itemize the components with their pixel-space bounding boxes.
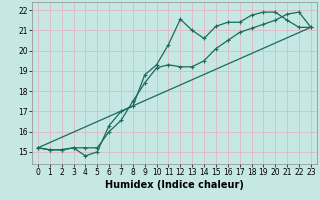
X-axis label: Humidex (Indice chaleur): Humidex (Indice chaleur) bbox=[105, 180, 244, 190]
